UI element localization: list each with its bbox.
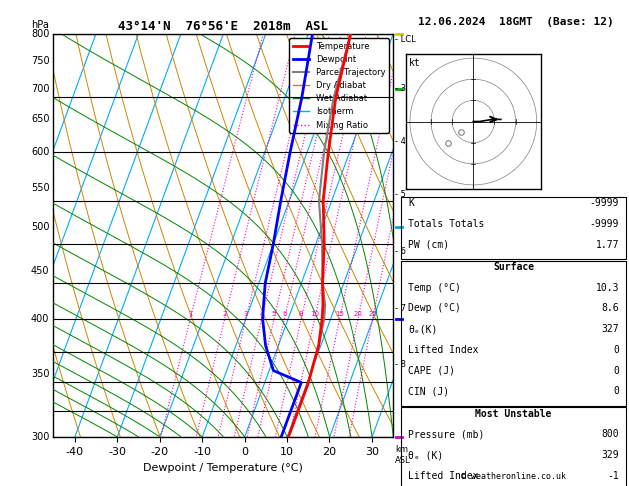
Text: K: K [408,198,414,208]
Text: 8: 8 [299,311,303,317]
Text: 800: 800 [31,29,50,39]
Legend: Temperature, Dewpoint, Parcel Trajectory, Dry Adiabat, Wet Adiabat, Isotherm, Mi: Temperature, Dewpoint, Parcel Trajectory… [289,38,389,133]
Text: CAPE (J): CAPE (J) [408,365,455,376]
Text: 20: 20 [353,311,362,317]
Text: 10.3: 10.3 [596,283,619,293]
Text: 0: 0 [613,345,619,355]
Text: - 4: - 4 [395,137,406,146]
Bar [401,260,626,406]
Text: © weatheronline.co.uk: © weatheronline.co.uk [461,472,566,481]
Text: 650: 650 [31,114,50,124]
Text: Lifted Index: Lifted Index [408,471,479,481]
Text: 450: 450 [31,266,50,276]
Text: 1.77: 1.77 [596,240,619,250]
Text: 2: 2 [223,311,227,317]
Text: - 6: - 6 [395,246,406,256]
Text: 0: 0 [613,386,619,397]
Text: 750: 750 [31,55,50,66]
Text: - 5: - 5 [395,191,406,199]
Text: - 8: - 8 [395,360,406,369]
Text: hPa: hPa [31,20,50,30]
Text: Surface: Surface [493,262,534,272]
Text: PW (cm): PW (cm) [408,240,449,250]
Text: - 7: - 7 [395,304,406,313]
Text: - 3: - 3 [395,84,406,93]
Text: Lifted Index: Lifted Index [408,345,479,355]
Text: Pressure (mb): Pressure (mb) [408,430,484,439]
Text: 8.6: 8.6 [601,303,619,313]
Text: -9999: -9999 [590,198,619,208]
Text: 550: 550 [31,183,50,193]
Text: θₑ(K): θₑ(K) [408,324,437,334]
Text: 300: 300 [31,433,50,442]
Text: Totals Totals: Totals Totals [408,219,484,229]
Text: CIN (J): CIN (J) [408,386,449,397]
Text: km
ASL: km ASL [395,446,411,465]
Title: 43°14'N  76°56'E  2018m  ASL: 43°14'N 76°56'E 2018m ASL [118,20,328,33]
Text: -1: -1 [608,471,619,481]
Text: 350: 350 [31,369,50,379]
Text: 12.06.2024  18GMT  (Base: 12): 12.06.2024 18GMT (Base: 12) [418,17,614,27]
Text: 6: 6 [282,311,287,317]
Text: kt: kt [408,58,420,68]
Text: 25: 25 [368,311,377,317]
Text: 600: 600 [31,147,50,157]
Bar [401,407,626,486]
Text: Most Unstable: Most Unstable [476,409,552,418]
Text: Temp (°C): Temp (°C) [408,283,461,293]
Text: 15: 15 [335,311,344,317]
Text: 400: 400 [31,314,50,324]
Text: 800: 800 [601,430,619,439]
Text: 500: 500 [31,222,50,232]
Text: Dewp (°C): Dewp (°C) [408,303,461,313]
Text: 329: 329 [601,450,619,460]
Text: 1: 1 [188,311,192,317]
Text: -9999: -9999 [590,219,619,229]
Text: 5: 5 [272,311,276,317]
Text: 3: 3 [243,311,248,317]
Text: 327: 327 [601,324,619,334]
Text: 10: 10 [310,311,319,317]
Text: 700: 700 [31,84,50,94]
Text: 4: 4 [259,311,264,317]
Text: 0: 0 [613,365,619,376]
Bar [401,197,626,259]
Text: θₑ (K): θₑ (K) [408,450,443,460]
Text: - LCL: - LCL [395,35,416,44]
X-axis label: Dewpoint / Temperature (°C): Dewpoint / Temperature (°C) [143,463,303,473]
